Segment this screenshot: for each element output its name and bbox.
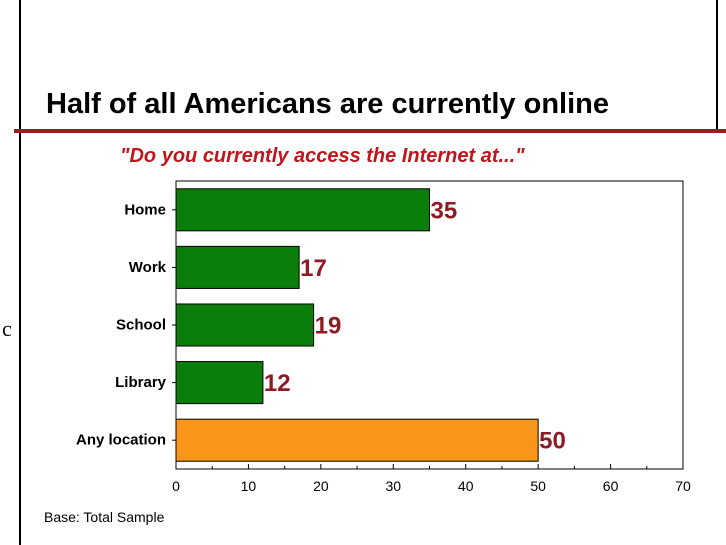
labels-layer: Home 35 Work 17 School 19 Library 12 Any locatio… (76, 197, 691, 494)
value-label-library: 12 (264, 370, 291, 397)
x-tick-label-10: 10 (241, 478, 257, 494)
bar-school (175, 303, 315, 347)
title-divider (14, 129, 726, 133)
category-label-any-location: Any location (76, 432, 166, 449)
category-label-work: Work (129, 259, 167, 276)
slide-frame-left-border (19, 0, 21, 545)
value-label-any-location: 50 (539, 428, 566, 455)
x-tick-label-20: 20 (313, 478, 329, 494)
value-label-home: 35 (431, 197, 458, 224)
chart-title: "Do you currently access the Internet at… (120, 145, 525, 167)
slide-frame-right-border (716, 0, 718, 130)
value-label-school: 19 (315, 313, 342, 340)
bar-any-location (175, 418, 539, 462)
stray-text-character: c (2, 316, 12, 341)
bar-library (175, 361, 264, 405)
x-tick-label-40: 40 (458, 478, 474, 494)
x-tick-label-50: 50 (530, 478, 546, 494)
axis-ticks-layer (172, 209, 684, 469)
bar-work (175, 245, 300, 289)
category-label-library: Library (115, 374, 167, 391)
x-tick-label-70: 70 (675, 478, 691, 494)
x-tick-label-0: 0 (172, 478, 180, 494)
base-footnote: Base: Total Sample (44, 509, 165, 525)
bars-layer (175, 188, 539, 462)
value-label-work: 17 (300, 255, 327, 282)
slide-title: Half of all Americans are currently onli… (46, 88, 609, 120)
x-tick-label-60: 60 (603, 478, 619, 494)
x-tick-label-30: 30 (385, 478, 401, 494)
category-label-home: Home (124, 201, 166, 218)
bar-home (175, 188, 430, 232)
category-label-school: School (116, 317, 166, 334)
